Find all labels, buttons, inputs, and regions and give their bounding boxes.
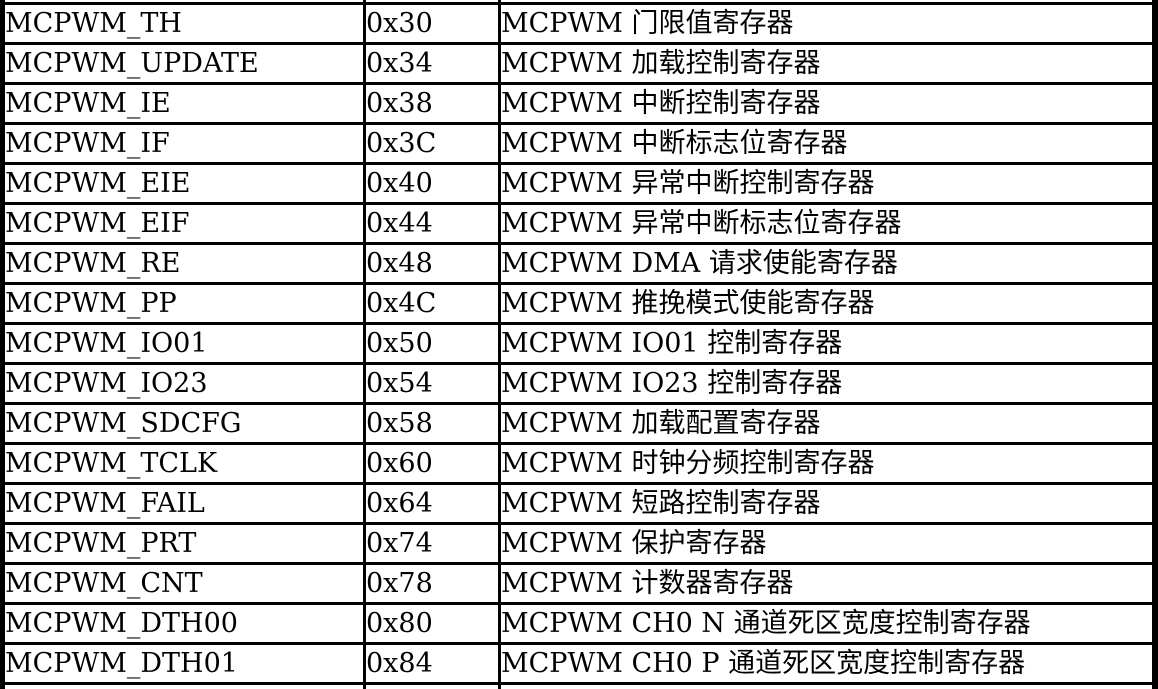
- register-name-cell: MCPWM_EIE: [0, 165, 366, 205]
- register-name-cell: MCPWM_IO23: [0, 365, 366, 405]
- table-row: MCPWM_IE 0x38 MCPWM 中断控制寄存器: [0, 85, 1158, 125]
- offset-cell: 0x84: [366, 645, 501, 685]
- table-row: MCPWM_FAIL 0x64 MCPWM 短路控制寄存器: [0, 485, 1158, 525]
- partial-cell: [0, 0, 366, 5]
- register-name-cell: MCPWM_CNT: [0, 565, 366, 605]
- offset-cell: 0x48: [366, 245, 501, 285]
- table-row: MCPWM_IO23 0x54 MCPWM IO23 控制寄存器: [0, 365, 1158, 405]
- offset-cell: 0x50: [366, 325, 501, 365]
- table-row: MCPWM_IF 0x3C MCPWM 中断标志位寄存器: [0, 125, 1158, 165]
- description-cell: MCPWM 中断控制寄存器: [501, 85, 1158, 125]
- partial-cell: [501, 685, 1158, 689]
- register-name-cell: MCPWM_IF: [0, 125, 366, 165]
- description-cell: MCPWM 计数器寄存器: [501, 565, 1158, 605]
- partial-cell: [366, 685, 501, 689]
- table-row: MCPWM_TH 0x30 MCPWM 门限值寄存器: [0, 5, 1158, 45]
- description-cell: MCPWM DMA 请求使能寄存器: [501, 245, 1158, 285]
- table-row: MCPWM_CNT 0x78 MCPWM 计数器寄存器: [0, 565, 1158, 605]
- register-name-cell: MCPWM_SDCFG: [0, 405, 366, 445]
- table-row: MCPWM_RE 0x48 MCPWM DMA 请求使能寄存器: [0, 245, 1158, 285]
- partial-cell: [0, 685, 366, 689]
- register-name-cell: MCPWM_IO01: [0, 325, 366, 365]
- offset-cell: 0x58: [366, 405, 501, 445]
- register-name-cell: MCPWM_DTH00: [0, 605, 366, 645]
- description-cell: MCPWM 推挽模式使能寄存器: [501, 285, 1158, 325]
- table-row: MCPWM_EIF 0x44 MCPWM 异常中断标志位寄存器: [0, 205, 1158, 245]
- offset-cell: 0x40: [366, 165, 501, 205]
- partial-cell: [366, 0, 501, 5]
- description-cell: MCPWM 门限值寄存器: [501, 5, 1158, 45]
- description-cell: MCPWM 时钟分频控制寄存器: [501, 445, 1158, 485]
- offset-cell: 0x30: [366, 5, 501, 45]
- register-name-cell: MCPWM_TH: [0, 5, 366, 45]
- description-cell: MCPWM 异常中断标志位寄存器: [501, 205, 1158, 245]
- table-row: MCPWM_EIE 0x40 MCPWM 异常中断控制寄存器: [0, 165, 1158, 205]
- offset-cell: 0x54: [366, 365, 501, 405]
- description-cell: MCPWM 短路控制寄存器: [501, 485, 1158, 525]
- offset-cell: 0x34: [366, 45, 501, 85]
- description-cell: MCPWM IO23 控制寄存器: [501, 365, 1158, 405]
- offset-cell: 0x38: [366, 85, 501, 125]
- register-name-cell: MCPWM_EIF: [0, 205, 366, 245]
- description-cell: MCPWM CH0 N 通道死区宽度控制寄存器: [501, 605, 1158, 645]
- table-row: MCPWM_SDCFG 0x58 MCPWM 加载配置寄存器: [0, 405, 1158, 445]
- register-name-cell: MCPWM_DTH01: [0, 645, 366, 685]
- description-cell: MCPWM IO01 控制寄存器: [501, 325, 1158, 365]
- offset-cell: 0x3C: [366, 125, 501, 165]
- offset-cell: 0x60: [366, 445, 501, 485]
- partial-cell: [501, 0, 1158, 5]
- register-name-cell: MCPWM_UPDATE: [0, 45, 366, 85]
- register-name-cell: MCPWM_PP: [0, 285, 366, 325]
- description-cell: MCPWM 加载控制寄存器: [501, 45, 1158, 85]
- description-cell: MCPWM 中断标志位寄存器: [501, 125, 1158, 165]
- register-name-cell: MCPWM_TCLK: [0, 445, 366, 485]
- register-name-cell: MCPWM_FAIL: [0, 485, 366, 525]
- offset-cell: 0x64: [366, 485, 501, 525]
- offset-cell: 0x80: [366, 605, 501, 645]
- register-name-cell: MCPWM_RE: [0, 245, 366, 285]
- description-cell: MCPWM 异常中断控制寄存器: [501, 165, 1158, 205]
- table-row: MCPWM_PP 0x4C MCPWM 推挽模式使能寄存器: [0, 285, 1158, 325]
- register-name-cell: MCPWM_PRT: [0, 525, 366, 565]
- table-row: MCPWM_UPDATE 0x34 MCPWM 加载控制寄存器: [0, 45, 1158, 85]
- table-row: MCPWM_PRT 0x74 MCPWM 保护寄存器: [0, 525, 1158, 565]
- offset-cell: 0x4C: [366, 285, 501, 325]
- partial-row-bottom: [0, 685, 1158, 689]
- table-row: MCPWM_DTH01 0x84 MCPWM CH0 P 通道死区宽度控制寄存器: [0, 645, 1158, 685]
- partial-row-top: [0, 0, 1158, 5]
- description-cell: MCPWM 加载配置寄存器: [501, 405, 1158, 445]
- table-row: MCPWM_TCLK 0x60 MCPWM 时钟分频控制寄存器: [0, 445, 1158, 485]
- register-name-cell: MCPWM_IE: [0, 85, 366, 125]
- description-cell: MCPWM 保护寄存器: [501, 525, 1158, 565]
- offset-cell: 0x78: [366, 565, 501, 605]
- offset-cell: 0x44: [366, 205, 501, 245]
- table-row: MCPWM_IO01 0x50 MCPWM IO01 控制寄存器: [0, 325, 1158, 365]
- offset-cell: 0x74: [366, 525, 501, 565]
- table-row: MCPWM_DTH00 0x80 MCPWM CH0 N 通道死区宽度控制寄存器: [0, 605, 1158, 645]
- description-cell: MCPWM CH0 P 通道死区宽度控制寄存器: [501, 645, 1158, 685]
